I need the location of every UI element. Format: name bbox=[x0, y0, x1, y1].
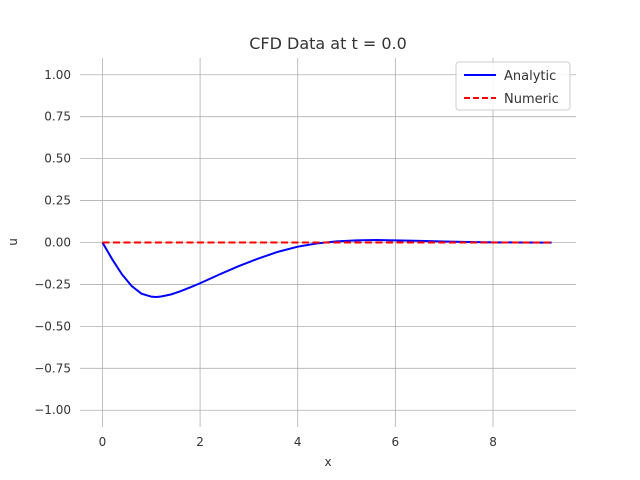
x-axis-label: x bbox=[324, 455, 331, 469]
series-layer bbox=[101, 238, 552, 299]
y-tick-label: −0.25 bbox=[34, 277, 71, 291]
y-tick-label: −1.00 bbox=[34, 403, 71, 417]
series-line-analytic bbox=[101, 238, 552, 299]
y-tick-label: 0.50 bbox=[44, 152, 71, 166]
legend: Analytic Numeric bbox=[455, 61, 571, 111]
x-tick-label: 8 bbox=[489, 435, 497, 449]
y-axis-label: u bbox=[6, 238, 20, 246]
y-tick-label: 0.00 bbox=[44, 236, 71, 250]
y-tick-label: 0.25 bbox=[44, 194, 71, 208]
x-tick-label: 6 bbox=[392, 435, 400, 449]
legend-numeric-label: Numeric bbox=[504, 92, 559, 107]
x-tick-label: 0 bbox=[99, 435, 107, 449]
legend-analytic-label: Analytic bbox=[504, 69, 556, 84]
chart-title: CFD Data at t = 0.0 bbox=[249, 34, 407, 53]
y-tick-label: 1.00 bbox=[44, 68, 71, 82]
y-tick-label: 0.75 bbox=[44, 110, 71, 124]
x-tick-label: 4 bbox=[294, 435, 302, 449]
y-tick-label: −0.75 bbox=[34, 361, 71, 375]
y-tick-label: −0.50 bbox=[34, 319, 71, 333]
x-tick-label: 2 bbox=[196, 435, 204, 449]
tick-labels: 0 2 4 6 8 1.00 0.75 0.50 0.25 0.00 −0.25 −0.50 −0.75… bbox=[34, 68, 497, 449]
